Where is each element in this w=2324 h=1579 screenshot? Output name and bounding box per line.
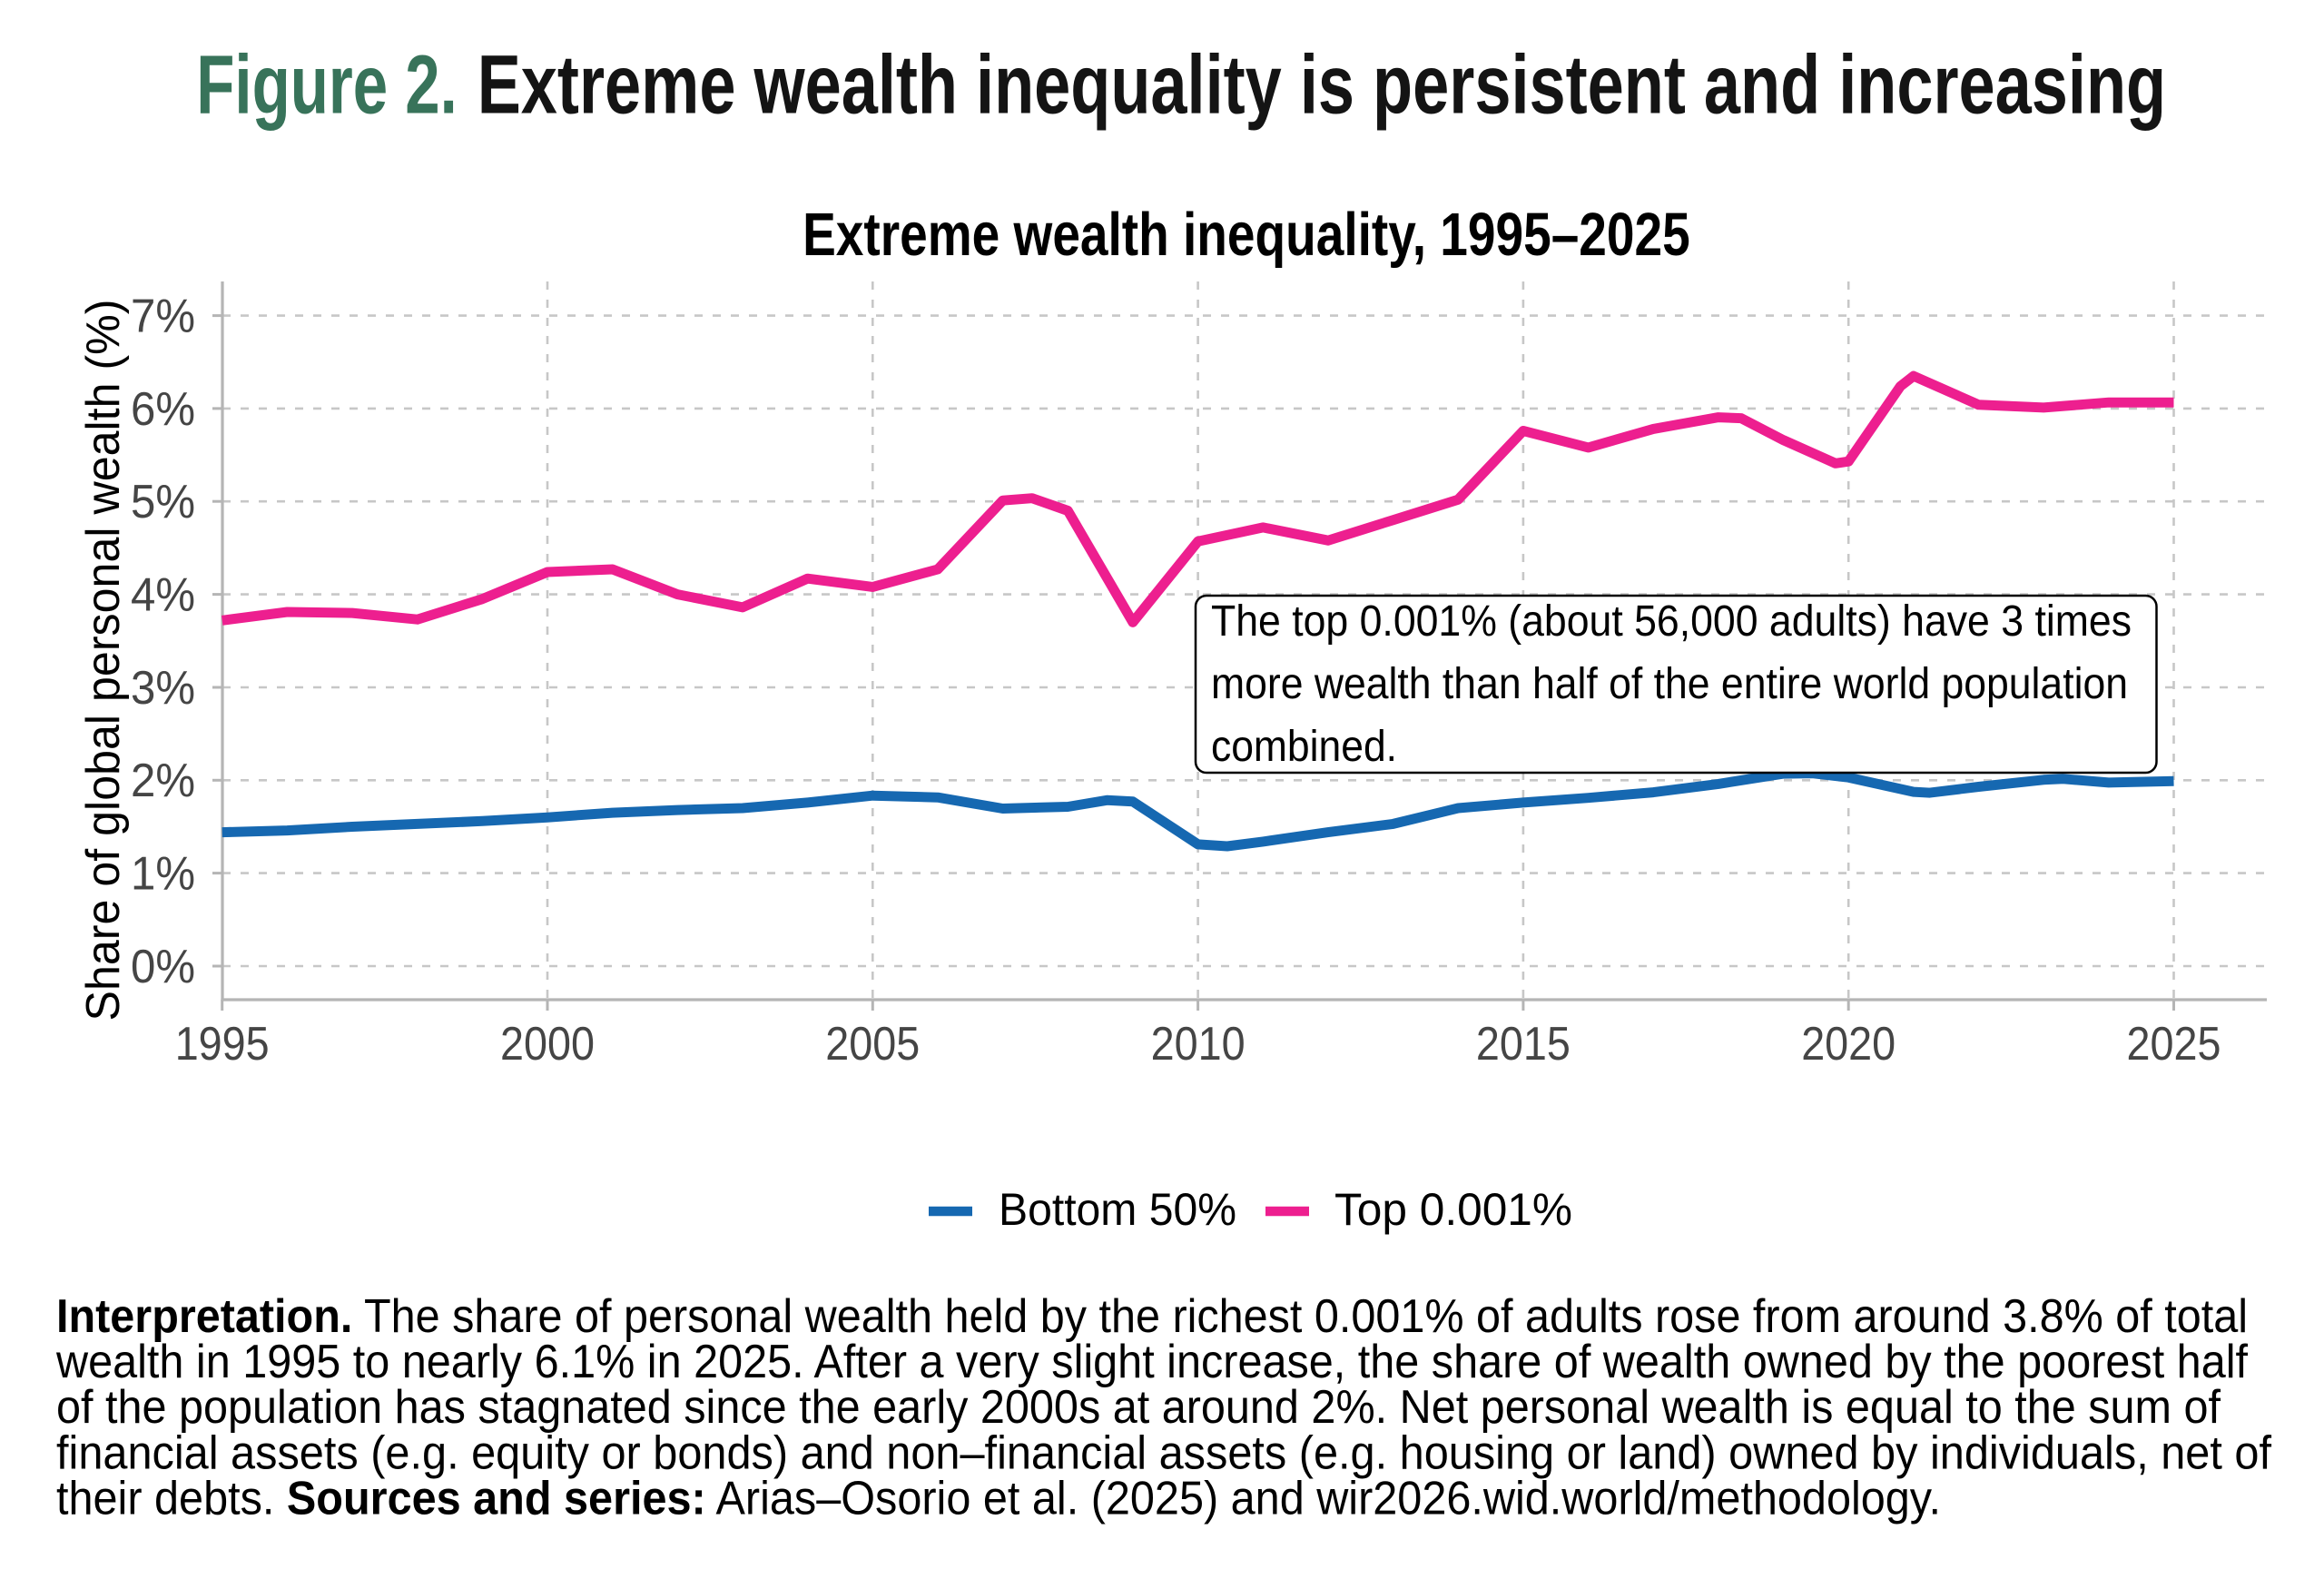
svg-text:Figure 2.: Figure 2. (196, 39, 458, 132)
svg-text:Share of global personal wealt: Share of global personal wealth (%) (77, 300, 130, 1021)
svg-text:2005: 2005 (825, 1018, 920, 1071)
svg-text:Interpretation. The share of p: Interpretation. The share of personal we… (56, 1290, 2248, 1343)
svg-text:7%: 7% (131, 291, 195, 343)
svg-text:2020: 2020 (1801, 1018, 1896, 1071)
svg-text:1%: 1% (131, 848, 195, 901)
svg-text:Extreme wealth inequality, 199: Extreme wealth inequality, 1995–2025 (803, 201, 1690, 269)
svg-text:0%: 0% (131, 941, 195, 993)
svg-text:financial assets (e.g. equity: financial assets (e.g. equity or bonds) … (56, 1426, 2272, 1479)
svg-text:Extreme wealth inequality is p: Extreme wealth inequality is persistent … (478, 39, 2166, 132)
svg-text:of the population has stagnate: of the population has stagnated since th… (56, 1381, 2221, 1434)
svg-text:5%: 5% (131, 476, 195, 528)
svg-text:2025: 2025 (2127, 1018, 2221, 1071)
svg-text:2%: 2% (131, 755, 195, 807)
svg-text:1995: 1995 (175, 1018, 270, 1071)
svg-text:Bottom 50%: Bottom 50% (999, 1183, 1236, 1235)
svg-text:3%: 3% (131, 662, 195, 715)
svg-text:2000: 2000 (500, 1018, 595, 1071)
svg-text:4%: 4% (131, 569, 195, 622)
svg-text:their debts. Sources and serie: their debts. Sources and series: Arias–O… (56, 1472, 1941, 1525)
svg-text:combined.: combined. (1211, 723, 1397, 771)
svg-text:Top 0.001%: Top 0.001% (1334, 1183, 1572, 1235)
svg-text:2015: 2015 (1476, 1018, 1571, 1071)
svg-text:wealth in 1995 to nearly 6.1%: wealth in 1995 to nearly 6.1% in 2025. A… (55, 1336, 2248, 1388)
svg-text:more wealth than half of the e: more wealth than half of the entire worl… (1211, 660, 2128, 708)
svg-text:The top 0.001% (about 56,000 a: The top 0.001% (about 56,000 adults) hav… (1211, 597, 2132, 646)
svg-text:2010: 2010 (1151, 1018, 1246, 1071)
svg-text:6%: 6% (131, 383, 195, 436)
